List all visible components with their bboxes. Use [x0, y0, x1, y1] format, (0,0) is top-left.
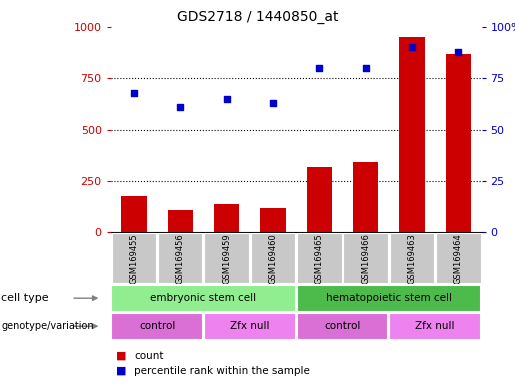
Point: [408, 44, 416, 50]
Text: GSM169455: GSM169455: [129, 233, 139, 283]
Point: [315, 65, 323, 71]
Bar: [158, 233, 202, 283]
Text: cell type: cell type: [1, 293, 48, 303]
Point: [362, 65, 370, 71]
Bar: [399, 37, 425, 232]
Text: ■: ■: [116, 366, 126, 376]
Text: GSM169465: GSM169465: [315, 233, 324, 284]
Point: [454, 48, 462, 55]
Bar: [111, 313, 203, 340]
Text: Zfx null: Zfx null: [416, 321, 455, 331]
Bar: [167, 210, 193, 232]
Bar: [344, 233, 388, 283]
Text: GSM169464: GSM169464: [454, 233, 463, 284]
Text: genotype/variation: genotype/variation: [1, 321, 94, 331]
Text: hematopoietic stem cell: hematopoietic stem cell: [326, 293, 452, 303]
Text: GDS2718 / 1440850_at: GDS2718 / 1440850_at: [177, 10, 338, 23]
Text: control: control: [139, 321, 175, 331]
Bar: [297, 285, 481, 312]
Bar: [251, 233, 295, 283]
Text: ■: ■: [116, 351, 126, 361]
Text: GSM169463: GSM169463: [407, 233, 417, 284]
Bar: [111, 285, 296, 312]
Text: GSM169460: GSM169460: [268, 233, 278, 284]
Bar: [306, 167, 332, 232]
Bar: [389, 313, 481, 340]
Bar: [390, 233, 434, 283]
Text: control: control: [324, 321, 360, 331]
Text: Zfx null: Zfx null: [230, 321, 269, 331]
Bar: [445, 54, 471, 232]
Bar: [204, 313, 296, 340]
Text: percentile rank within the sample: percentile rank within the sample: [134, 366, 310, 376]
Bar: [353, 162, 379, 232]
Text: GSM169459: GSM169459: [222, 233, 231, 283]
Bar: [260, 208, 286, 232]
Text: GSM169456: GSM169456: [176, 233, 185, 284]
Point: [176, 104, 184, 110]
Text: GSM169466: GSM169466: [361, 233, 370, 284]
Bar: [204, 233, 249, 283]
Bar: [436, 233, 480, 283]
Point: [130, 89, 138, 96]
Bar: [297, 313, 388, 340]
Point: [269, 100, 277, 106]
Bar: [112, 233, 156, 283]
Bar: [121, 196, 147, 232]
Bar: [297, 233, 341, 283]
Point: [222, 96, 231, 102]
Text: embryonic stem cell: embryonic stem cell: [150, 293, 256, 303]
Text: count: count: [134, 351, 163, 361]
Bar: [214, 204, 239, 232]
